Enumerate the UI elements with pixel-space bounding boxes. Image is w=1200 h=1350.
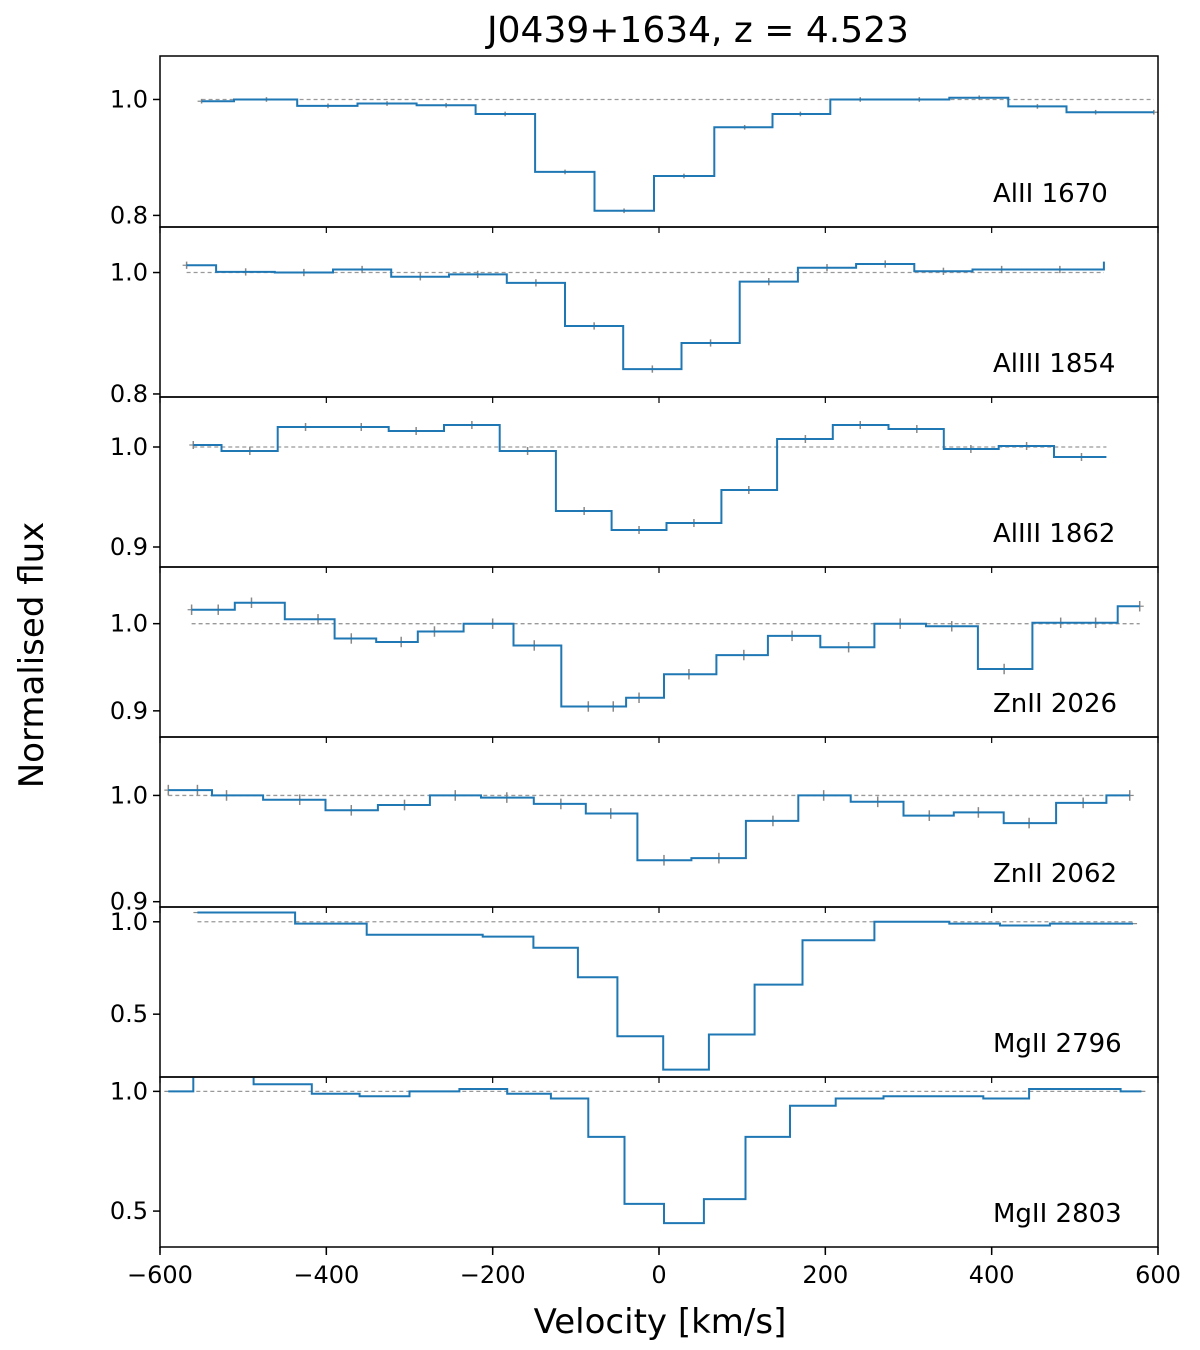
spectrum-line [191,601,1140,708]
x-tick-label: 600 [1135,1261,1181,1289]
spectrum-line [193,424,1107,531]
y-tick-label: 0.5 [110,1000,148,1028]
x-axis-label: Velocity [km/s] [534,1302,787,1342]
panel-label: ZnII 2062 [993,859,1117,889]
spectrum-line [197,911,1133,1071]
panel-3: 0.9 1.0 ZnII 2026 [110,566,1159,743]
y-tick-label: 1.0 [110,433,148,461]
panel-plot-area [193,911,1138,1071]
spectrum-line [186,261,1105,371]
panel-label: AlIII 1862 [993,519,1115,549]
x-tick-label: −400 [293,1261,359,1289]
panel-4: 0.9 1.0 ZnII 2062 [110,736,1159,916]
x-tick-label: −200 [460,1261,526,1289]
x-tick-label: 0 [651,1261,666,1289]
y-tick-label: 1.0 [110,1077,148,1105]
y-tick-label: 0.5 [110,1197,148,1225]
panel-label: ZnII 2026 [993,689,1117,719]
panel-plot-area [164,784,1134,866]
panel-label: MgII 2803 [993,1199,1122,1229]
y-tick-label: 0.8 [110,380,148,408]
panel-label: AlII 1670 [993,179,1108,209]
spectrum-line [201,96,1154,212]
panel-plot-area [189,421,1107,534]
panel-0: 0.8 1.0 AlII 1670 [110,55,1159,233]
panel-plot-area [197,95,1158,214]
panel-5: 0.5 1.0 MgII 2796 [110,906,1159,1083]
y-tick-label: 0.9 [110,697,148,725]
y-tick-label: 1.0 [110,259,148,287]
y-tick-label: 0.9 [110,888,148,916]
panel-plot-area [164,1077,1146,1225]
x-tick-label: −600 [127,1261,193,1289]
chart-title: J0439+1634, z = 4.523 [485,10,909,51]
x-tick-label: 400 [969,1261,1015,1289]
y-tick-label: 1.0 [110,85,148,113]
spectrum-line [168,789,1130,862]
spectrum-line [168,1077,1142,1225]
panel-2: 0.9 1.0 AlIII 1862 [110,396,1159,573]
panel-1: 0.8 1.0 AlIII 1854 [110,226,1159,408]
panel-6: 0.5 1.0 MgII 2803 [110,1076,1159,1253]
x-tick-label: 200 [802,1261,848,1289]
y-tick-label: 0.8 [110,201,148,229]
panel-plot-area [182,260,1105,373]
panel-label: AlIII 1854 [993,349,1115,379]
panel-plot-area [187,597,1144,712]
y-tick-label: 1.0 [110,610,148,638]
y-tick-label: 1.0 [110,908,148,936]
x-axis: −600 −400 −200 0 200 400 600 [127,1247,1181,1289]
y-tick-label: 0.9 [110,533,148,561]
y-tick-label: 1.0 [110,781,148,809]
panel-label: MgII 2796 [993,1029,1122,1059]
y-axis-label: Normalised flux [12,522,52,789]
